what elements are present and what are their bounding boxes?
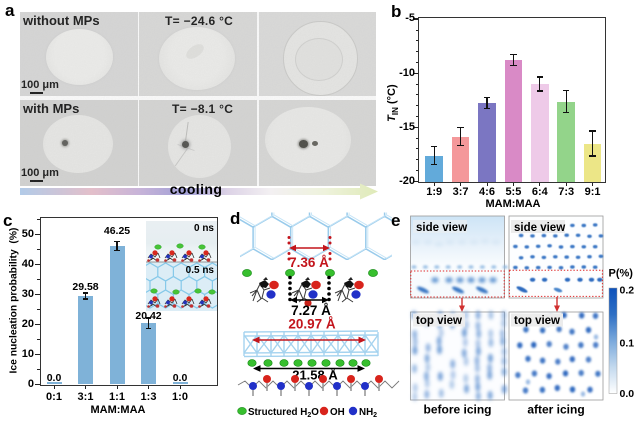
svg-text:0.5 ns: 0.5 ns (186, 265, 215, 276)
svg-text:0 ns: 0 ns (194, 223, 214, 234)
svg-text:0.2: 0.2 (620, 285, 635, 297)
svg-text:0.1: 0.1 (620, 338, 635, 350)
svg-text:side view: side view (416, 222, 467, 234)
svg-text:7.36 Å: 7.36 Å (289, 255, 329, 270)
svg-text:OH: OH (330, 407, 345, 418)
svg-text:NH2: NH2 (359, 407, 377, 419)
svg-text:before icing: before icing (423, 403, 491, 417)
svg-text:7.27 Å: 7.27 Å (291, 303, 331, 318)
svg-text:21.58 Å: 21.58 Å (292, 368, 338, 383)
svg-text:after icing: after icing (527, 403, 584, 417)
svg-text:top view: top view (514, 315, 560, 327)
svg-text:0.0: 0.0 (620, 388, 635, 400)
svg-text:Structured H2O: Structured H2O (248, 407, 319, 419)
svg-text:20.97 Å: 20.97 Å (288, 317, 336, 332)
svg-text:top view: top view (416, 315, 462, 327)
svg-text:side view: side view (514, 222, 565, 234)
svg-text:P(%): P(%) (609, 268, 634, 280)
